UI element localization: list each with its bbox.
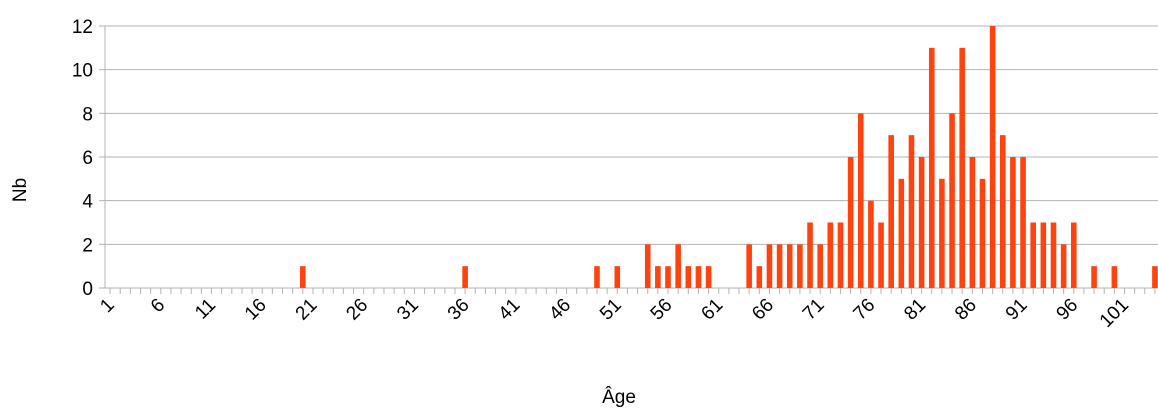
bar <box>817 244 823 288</box>
x-tick-label: 1 <box>96 295 118 317</box>
bar <box>1060 244 1067 288</box>
y-tick-labels: 0 2 4 6 8 10 12 <box>72 17 94 300</box>
bar <box>1050 222 1057 288</box>
y-tick-label: 10 <box>72 61 93 82</box>
x-axis-title: Âge <box>602 386 636 408</box>
x-tick-label: 96 <box>1053 295 1083 325</box>
bar <box>959 47 965 289</box>
bar <box>1152 266 1158 288</box>
gridlines <box>105 25 1158 289</box>
x-tick-label: 76 <box>850 295 880 325</box>
bar <box>918 157 925 288</box>
x-tick-label: 56 <box>647 295 677 325</box>
bar <box>989 26 996 288</box>
bar <box>655 266 661 288</box>
x-tick-label: 6 <box>147 295 169 317</box>
x-tick-label: 46 <box>545 295 575 325</box>
bar <box>827 222 834 288</box>
bar <box>908 135 915 288</box>
x-tick-label: 36 <box>444 295 474 325</box>
x-tick-label: 86 <box>951 295 981 325</box>
bar <box>878 222 884 288</box>
bar <box>776 244 783 288</box>
y-tick-label: 4 <box>82 192 93 213</box>
bar <box>746 244 752 288</box>
bar <box>594 266 600 288</box>
bar <box>756 266 763 288</box>
bar <box>949 113 955 288</box>
bar <box>969 157 976 288</box>
bar <box>1030 222 1036 288</box>
bar <box>797 244 803 288</box>
y-tick-label: 2 <box>82 235 93 256</box>
bar <box>675 244 681 288</box>
y-axis-title: Nb <box>10 178 31 202</box>
x-tick-label: 31 <box>393 295 423 325</box>
bar <box>1111 266 1118 288</box>
bar <box>999 135 1006 288</box>
bar <box>807 222 813 288</box>
bar <box>857 113 864 288</box>
x-tick-label: 81 <box>900 295 930 325</box>
y-tick-label: 8 <box>82 104 93 125</box>
x-tick-label: 21 <box>292 295 322 325</box>
bar <box>644 244 651 288</box>
bar <box>1040 222 1047 288</box>
y-tick-label: 6 <box>82 148 93 169</box>
y-tick-label: 0 <box>82 279 93 300</box>
bar <box>685 266 692 288</box>
bar <box>928 47 935 289</box>
x-tick-label: 16 <box>241 295 271 325</box>
x-tick-label: 51 <box>596 295 626 325</box>
x-tick-label: 61 <box>697 295 727 325</box>
bar <box>898 178 905 288</box>
bar <box>868 200 874 288</box>
bar <box>837 222 844 288</box>
bar <box>766 244 773 288</box>
bar <box>695 266 702 288</box>
x-tick-label: 26 <box>342 295 372 325</box>
x-tick-label: 66 <box>748 295 778 325</box>
bar <box>300 266 306 288</box>
bar <box>1010 157 1016 288</box>
bar <box>939 178 945 288</box>
bar <box>614 266 621 288</box>
bar <box>1020 157 1026 288</box>
x-tick-label: 41 <box>495 295 525 325</box>
bar <box>888 135 894 288</box>
y-tick-label: 12 <box>72 17 93 38</box>
bars <box>300 26 1158 289</box>
x-tick-label: 101 <box>1096 295 1133 332</box>
bar <box>462 266 468 288</box>
bar <box>705 266 712 288</box>
bar <box>1070 222 1077 288</box>
bar <box>847 157 854 288</box>
axes <box>99 25 1156 294</box>
bar <box>786 244 793 288</box>
x-tick-label: 71 <box>799 295 829 325</box>
bar <box>979 178 986 288</box>
bar <box>665 266 671 288</box>
x-tick-label: 11 <box>191 295 220 324</box>
bar <box>1091 266 1097 288</box>
x-tick-labels: 1 6 11 16 21 26 31 36 41 46 51 56 61 66 71 76 81 86 91 96 10… <box>96 295 1133 332</box>
x-tick-label: 91 <box>1002 295 1032 325</box>
